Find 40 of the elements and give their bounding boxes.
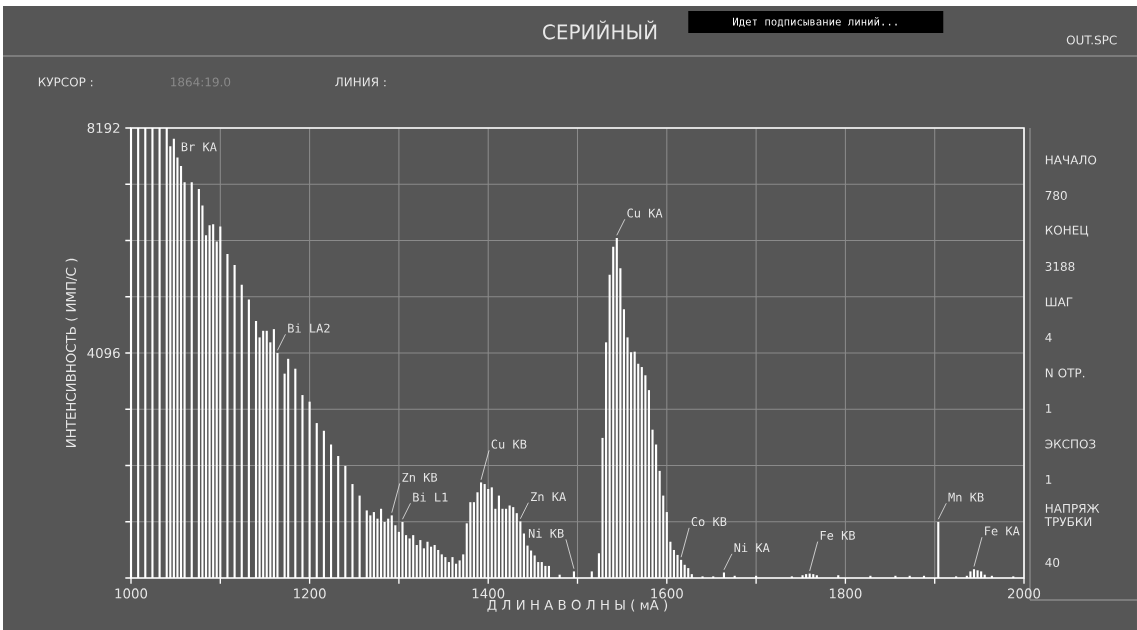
annotation: Zn KA xyxy=(531,492,566,502)
x-tick-label: 1800 xyxy=(829,588,862,599)
annotation: Bi L1 xyxy=(413,492,448,502)
text: НАПРЯЖ ТРУБКИ xyxy=(1044,503,1100,527)
text: 1 xyxy=(1046,475,1052,484)
x-tick-label: 1600 xyxy=(651,588,683,599)
chart-title: СЕРИЙНЫЙ xyxy=(543,20,657,40)
text: 40 xyxy=(1045,557,1060,568)
y-axis-title: ИНТЕНСИВНОСТЬ ( ИМП/С ) xyxy=(65,258,78,447)
text: КУРСОР : xyxy=(38,77,93,87)
annotation: Ni KA xyxy=(734,542,770,553)
text: ЛИНИЯ : xyxy=(335,77,386,87)
text: OUT.SPC xyxy=(1066,35,1117,45)
text: КОНЕЦ xyxy=(1045,225,1089,237)
annotation: Br KA xyxy=(181,142,217,152)
text: 4 xyxy=(1045,333,1052,342)
text: 3188 xyxy=(1045,261,1075,272)
annotation: Zn KB xyxy=(402,472,438,482)
text: 780 xyxy=(1045,190,1067,201)
x-tick-label: 1400 xyxy=(472,588,505,599)
annotation: Bi LA2 xyxy=(288,323,330,333)
annotation: Mn KB xyxy=(948,492,984,502)
text: Идет подписывание линий... xyxy=(733,17,897,27)
text: 1 xyxy=(1046,404,1052,413)
annotation: Cu KB xyxy=(491,439,527,449)
annotation: Cu KA xyxy=(627,208,663,218)
annotation: Ni KB xyxy=(528,528,564,538)
annotation: Fe KA xyxy=(985,526,1020,536)
text: ШАГ xyxy=(1045,297,1073,307)
text: N ОТР. xyxy=(1045,368,1085,378)
x-axis-title: Д Л И Н А В О Л Н Ы ( мА ) xyxy=(487,599,668,612)
x-tick-label: 2000 xyxy=(1008,588,1041,599)
annotation: Co KB xyxy=(691,517,727,527)
text: НАЧАЛО xyxy=(1045,155,1097,165)
annotation: Fe KB xyxy=(820,530,855,540)
text: ЭКСПОЗ xyxy=(1045,439,1096,449)
y-tick-label: 4096 xyxy=(87,347,120,359)
x-tick-label: 1200 xyxy=(294,588,326,599)
x-tick-label: 1000 xyxy=(115,588,148,599)
y-tick-label: 8192 xyxy=(87,122,120,134)
